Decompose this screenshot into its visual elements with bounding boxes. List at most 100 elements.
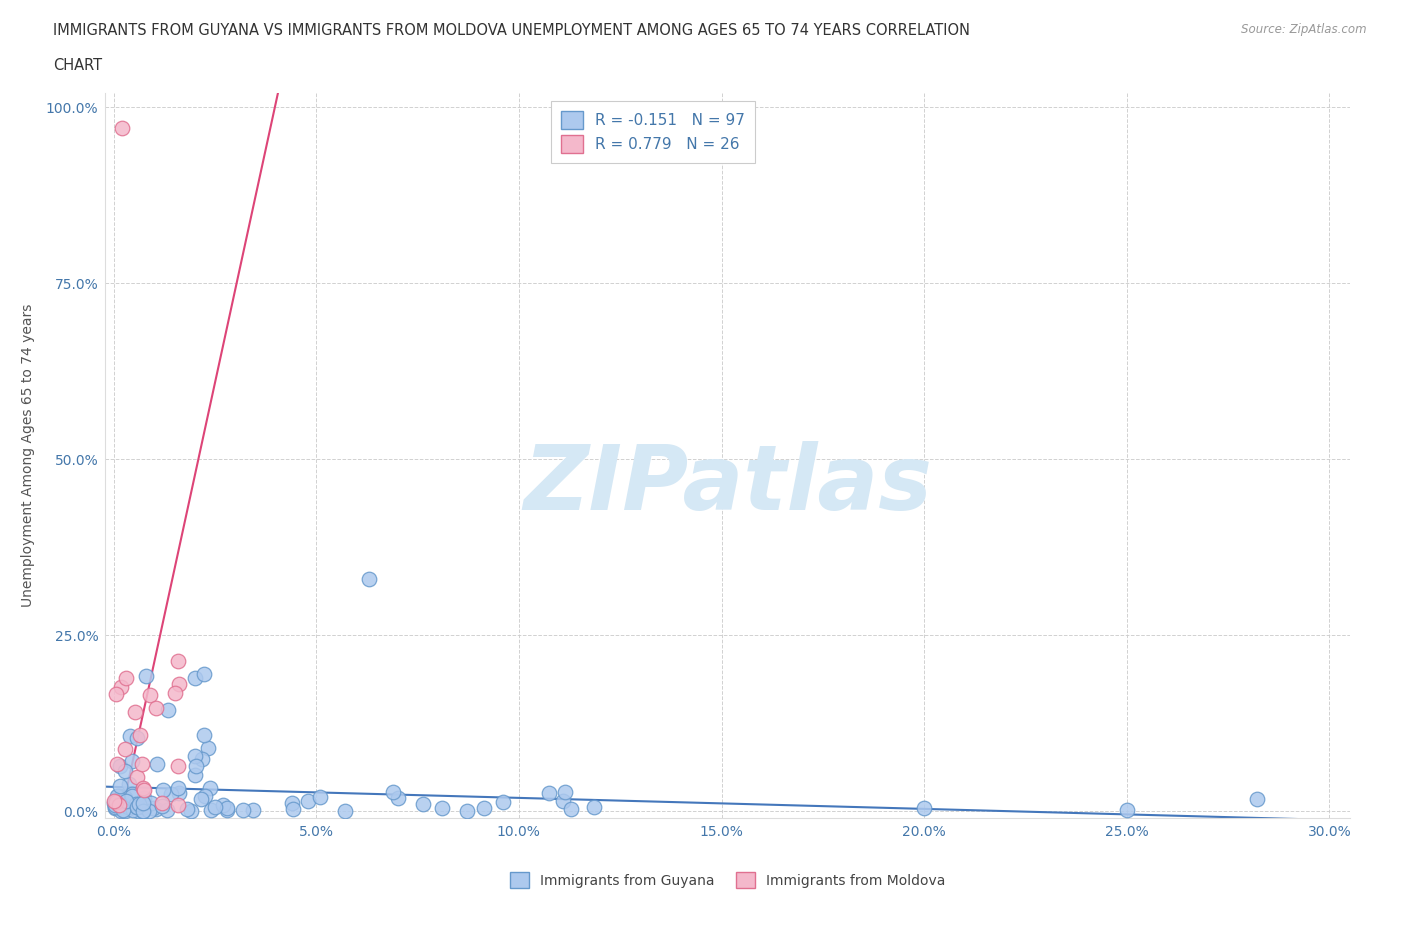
Point xyxy=(122,803,145,817)
Point xyxy=(335,804,357,818)
Point xyxy=(166,781,188,796)
Point xyxy=(107,797,129,812)
Point xyxy=(134,790,156,805)
Point xyxy=(200,803,222,817)
Point xyxy=(537,786,560,801)
Point xyxy=(114,671,136,685)
Point xyxy=(357,572,380,587)
Point xyxy=(114,802,136,817)
Point xyxy=(554,785,576,800)
Point xyxy=(190,792,212,807)
Point xyxy=(114,790,136,805)
Point xyxy=(114,790,136,805)
Point xyxy=(167,798,190,813)
Point xyxy=(167,785,190,800)
Point xyxy=(156,803,179,817)
Point xyxy=(387,790,409,805)
Point xyxy=(121,786,143,801)
Point xyxy=(104,798,127,813)
Legend: Immigrants from Guyana, Immigrants from Moldova: Immigrants from Guyana, Immigrants from … xyxy=(503,865,952,895)
Point xyxy=(110,680,132,695)
Point xyxy=(186,759,208,774)
Y-axis label: Unemployment Among Ages 65 to 74 years: Unemployment Among Ages 65 to 74 years xyxy=(21,304,35,607)
Point xyxy=(135,668,157,683)
Point xyxy=(157,703,180,718)
Point xyxy=(412,796,434,811)
Point xyxy=(108,790,131,805)
Point xyxy=(111,121,134,136)
Point xyxy=(139,795,162,810)
Point xyxy=(297,793,319,808)
Point xyxy=(191,751,214,766)
Point xyxy=(281,802,304,817)
Point xyxy=(105,789,128,804)
Point xyxy=(108,799,131,814)
Point xyxy=(583,800,606,815)
Point xyxy=(104,801,127,816)
Point xyxy=(309,790,332,804)
Point xyxy=(131,804,153,818)
Point xyxy=(1115,803,1137,817)
Point xyxy=(125,800,148,815)
Point xyxy=(167,676,190,691)
Point xyxy=(110,793,132,808)
Text: ZIPatlas: ZIPatlas xyxy=(523,441,932,529)
Point xyxy=(242,803,264,817)
Point xyxy=(912,801,935,816)
Point xyxy=(430,801,453,816)
Point xyxy=(165,685,187,700)
Point xyxy=(1246,791,1268,806)
Point xyxy=(131,757,153,772)
Point xyxy=(108,758,131,773)
Point xyxy=(107,797,129,812)
Point xyxy=(132,804,155,818)
Point xyxy=(125,796,148,811)
Point xyxy=(176,801,198,816)
Point xyxy=(117,799,139,814)
Point xyxy=(152,783,174,798)
Point xyxy=(193,667,215,682)
Point xyxy=(184,767,207,782)
Point xyxy=(128,796,150,811)
Point xyxy=(167,654,190,669)
Point xyxy=(280,796,302,811)
Point xyxy=(114,764,136,778)
Point xyxy=(127,804,149,818)
Point xyxy=(112,803,135,817)
Point xyxy=(197,741,219,756)
Point xyxy=(204,799,226,814)
Point xyxy=(105,757,128,772)
Point xyxy=(114,793,136,808)
Point xyxy=(107,789,129,804)
Point xyxy=(184,749,207,764)
Point xyxy=(118,728,141,743)
Point xyxy=(108,778,131,793)
Point xyxy=(139,687,162,702)
Point xyxy=(105,686,128,701)
Point xyxy=(121,789,143,804)
Point xyxy=(456,804,478,818)
Point xyxy=(146,757,169,772)
Point xyxy=(150,798,173,813)
Point xyxy=(232,803,254,817)
Text: IMMIGRANTS FROM GUYANA VS IMMIGRANTS FROM MOLDOVA UNEMPLOYMENT AMONG AGES 65 TO : IMMIGRANTS FROM GUYANA VS IMMIGRANTS FRO… xyxy=(53,23,970,38)
Point xyxy=(132,796,155,811)
Point xyxy=(118,777,141,791)
Point xyxy=(108,800,131,815)
Point xyxy=(114,804,136,818)
Point xyxy=(217,803,239,817)
Point xyxy=(215,801,238,816)
Point xyxy=(103,793,125,808)
Point xyxy=(145,701,167,716)
Point xyxy=(110,804,132,818)
Point xyxy=(160,787,183,802)
Point xyxy=(104,800,127,815)
Point xyxy=(382,785,405,800)
Point xyxy=(472,801,495,816)
Point xyxy=(132,799,155,814)
Point xyxy=(180,804,202,818)
Point xyxy=(131,781,153,796)
Text: Source: ZipAtlas.com: Source: ZipAtlas.com xyxy=(1241,23,1367,36)
Point xyxy=(124,704,146,719)
Point xyxy=(145,802,167,817)
